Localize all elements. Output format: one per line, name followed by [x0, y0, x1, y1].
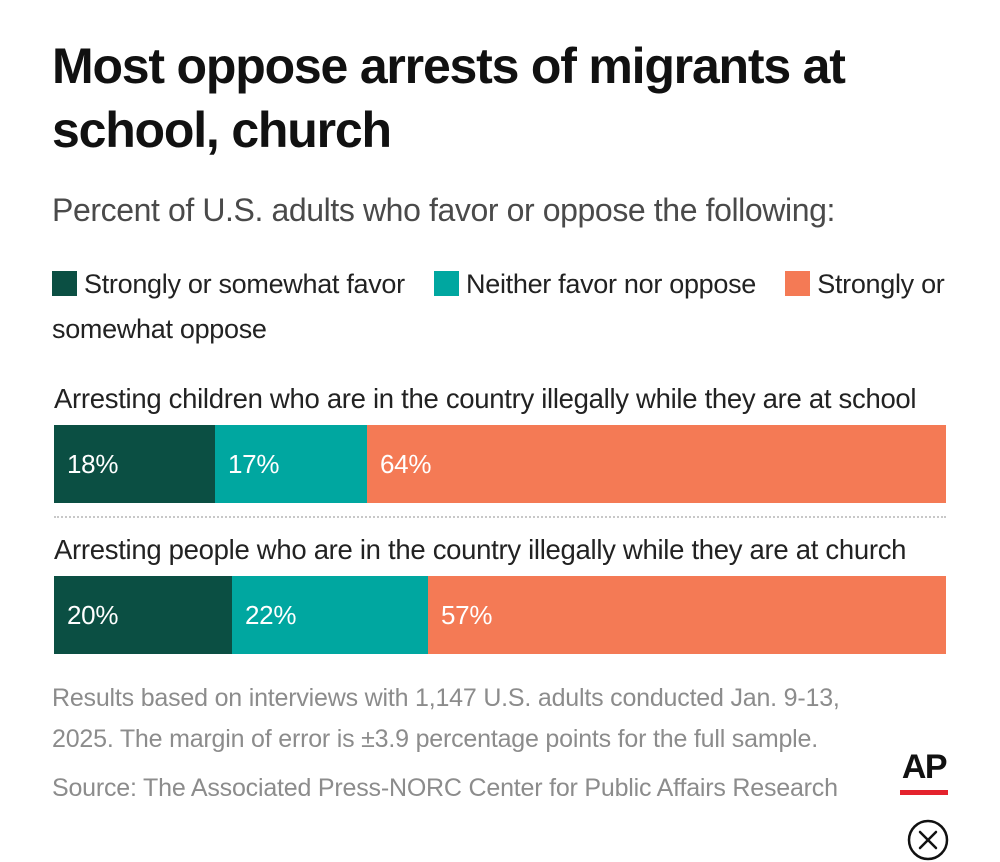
- chart-subtitle: Percent of U.S. adults who favor or oppo…: [52, 192, 835, 228]
- legend-swatch-neither: [434, 271, 460, 296]
- bar-segment-neither-church: 22%: [232, 576, 428, 654]
- category-label-school: Arresting children who are in the countr…: [54, 383, 917, 414]
- data-label-oppose-church: 57%: [441, 600, 493, 630]
- category-label-church: Arresting people who are in the country …: [54, 534, 907, 565]
- data-label-neither-school: 17%: [228, 449, 280, 479]
- data-label-neither-church: 22%: [245, 600, 297, 630]
- bar-segment-neither-school: 17%: [215, 425, 367, 503]
- stacked-bar-school: 18% 17% 64%: [54, 425, 946, 503]
- bar-segment-favor-church: 20%: [54, 576, 232, 654]
- bar-segment-oppose-school: 64%: [367, 425, 946, 503]
- legend-item-favor: Strongly or somewhat favor: [52, 269, 405, 299]
- source-credit: Source: The Associated Press-NORC Center…: [52, 774, 838, 802]
- ap-logo: AP: [898, 748, 950, 796]
- legend-label-oppose: Strongly or somewhat oppose: [52, 269, 945, 344]
- data-label-favor-church: 20%: [67, 600, 119, 630]
- row-divider: [54, 516, 946, 518]
- stacked-bar-church: 20% 22% 57%: [54, 576, 946, 654]
- footnote: Results based on interviews with 1,147 U…: [52, 684, 840, 753]
- bar-segment-oppose-church: 57%: [428, 576, 946, 654]
- legend-label-favor: Strongly or somewhat favor: [84, 269, 405, 299]
- legend: Strongly or somewhat favor Neither favor…: [52, 262, 952, 352]
- close-icon[interactable]: [906, 818, 950, 862]
- legend-label-neither: Neither favor nor oppose: [466, 269, 757, 299]
- bar-segment-favor-school: 18%: [54, 425, 215, 503]
- ap-logo-underline: [900, 790, 948, 795]
- data-label-oppose-school: 64%: [380, 449, 432, 479]
- ap-logo-text: AP: [901, 748, 948, 786]
- legend-item-neither: Neither favor nor oppose: [434, 269, 756, 299]
- legend-item-oppose: Strongly or somewhat oppose: [52, 269, 945, 344]
- chart-title: Most oppose arrests of migrants at schoo…: [52, 38, 846, 158]
- legend-swatch-favor: [52, 271, 77, 296]
- legend-swatch-oppose: [785, 271, 811, 296]
- data-label-favor-school: 18%: [67, 449, 119, 479]
